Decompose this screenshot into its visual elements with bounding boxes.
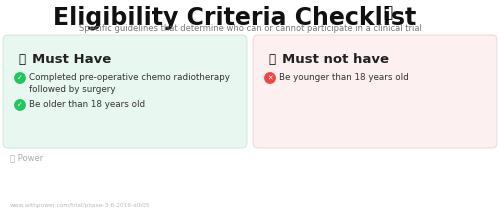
Text: ✓: ✓ (17, 102, 23, 108)
Text: Completed pre-operative chemo radiotherapy
followed by surgery: Completed pre-operative chemo radiothera… (29, 73, 230, 94)
Text: 👍: 👍 (18, 53, 25, 66)
Text: www.withpower.com/trial/phase-3-6-2016-alb05: www.withpower.com/trial/phase-3-6-2016-a… (10, 203, 150, 208)
Text: Eligibility Criteria Checklist: Eligibility Criteria Checklist (54, 6, 416, 30)
Text: ✕: ✕ (267, 75, 273, 81)
Circle shape (15, 100, 25, 110)
Text: ഠ Power: ഠ Power (10, 153, 43, 162)
Text: 📋: 📋 (383, 5, 392, 20)
Text: Be older than 18 years old: Be older than 18 years old (29, 100, 145, 109)
Text: Specific guidelines that determine who can or cannot participate in a clinical t: Specific guidelines that determine who c… (78, 24, 422, 33)
FancyBboxPatch shape (253, 35, 497, 148)
Text: 👎: 👎 (268, 53, 275, 66)
Text: Must Have: Must Have (32, 53, 111, 66)
Text: Must not have: Must not have (282, 53, 389, 66)
Text: Be younger than 18 years old: Be younger than 18 years old (279, 73, 409, 82)
FancyBboxPatch shape (3, 35, 247, 148)
Circle shape (265, 73, 275, 83)
Text: ✓: ✓ (17, 75, 23, 81)
Circle shape (15, 73, 25, 83)
